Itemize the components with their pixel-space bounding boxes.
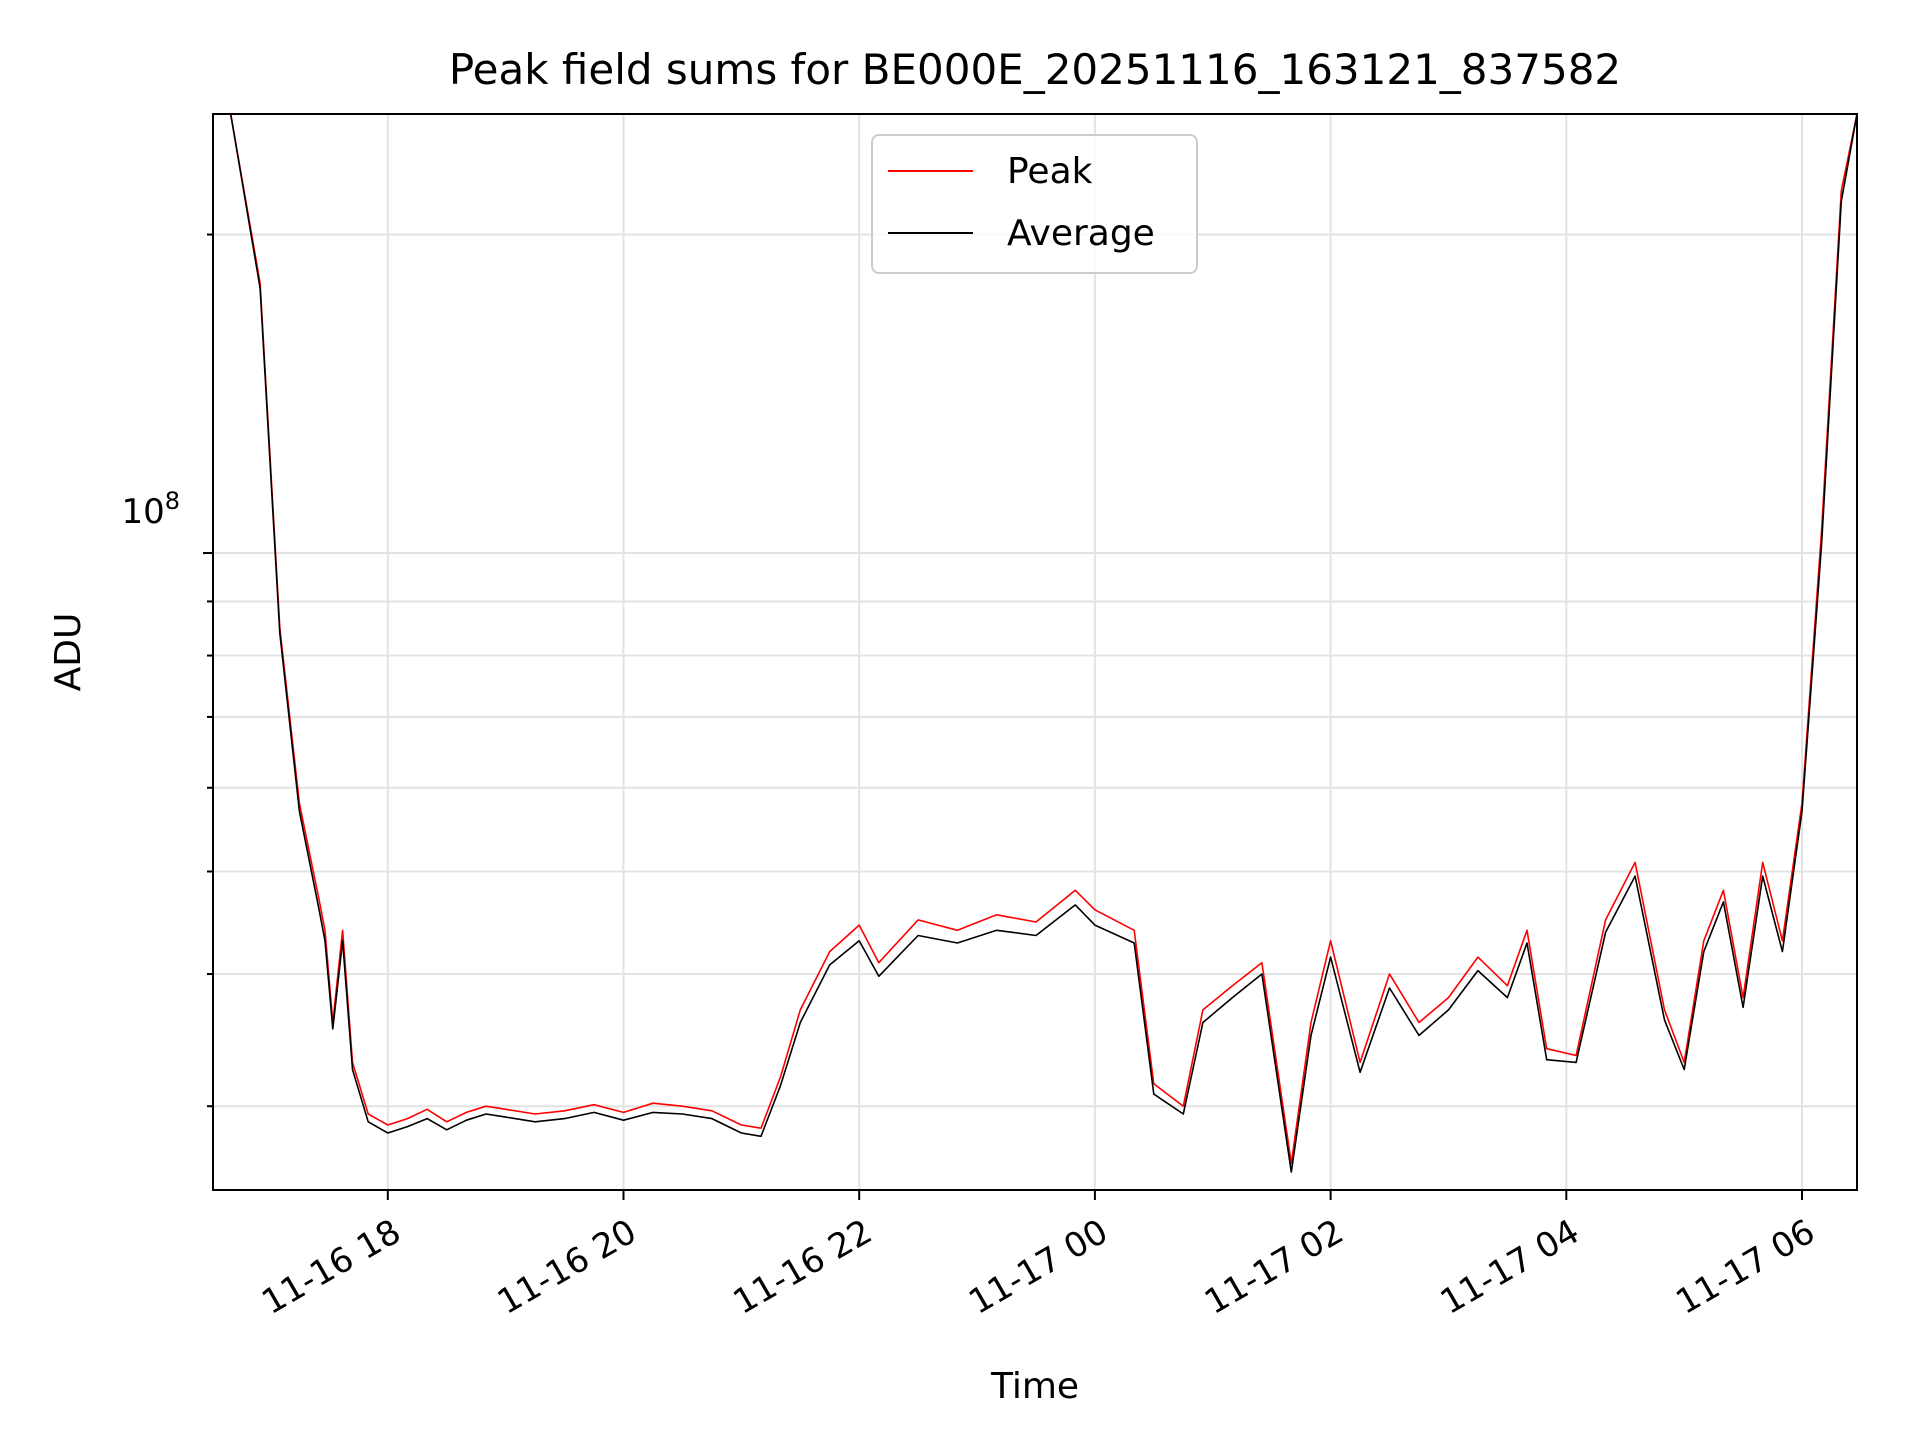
chart-title: Peak field sums for BE000E_20251116_1631… [449,45,1621,94]
plot-lines [229,113,1858,1173]
y-tick-label-major: 108 [121,487,180,532]
series-line-peak [229,113,1858,1164]
y-axis-title: ADU [48,613,89,692]
x-axis-title: Time [990,1366,1079,1407]
legend-label-average: Average [1007,213,1155,254]
plot-frame [212,113,1858,1191]
legend: Peak Average [871,134,1198,274]
y-axis: 108 [121,233,213,1108]
legend-box [871,134,1198,274]
y-tick-exponent: 8 [165,487,180,515]
series-line-average [229,113,1858,1173]
y-tick-base: 10 [121,492,164,532]
legend-label-peak: Peak [1007,151,1093,192]
